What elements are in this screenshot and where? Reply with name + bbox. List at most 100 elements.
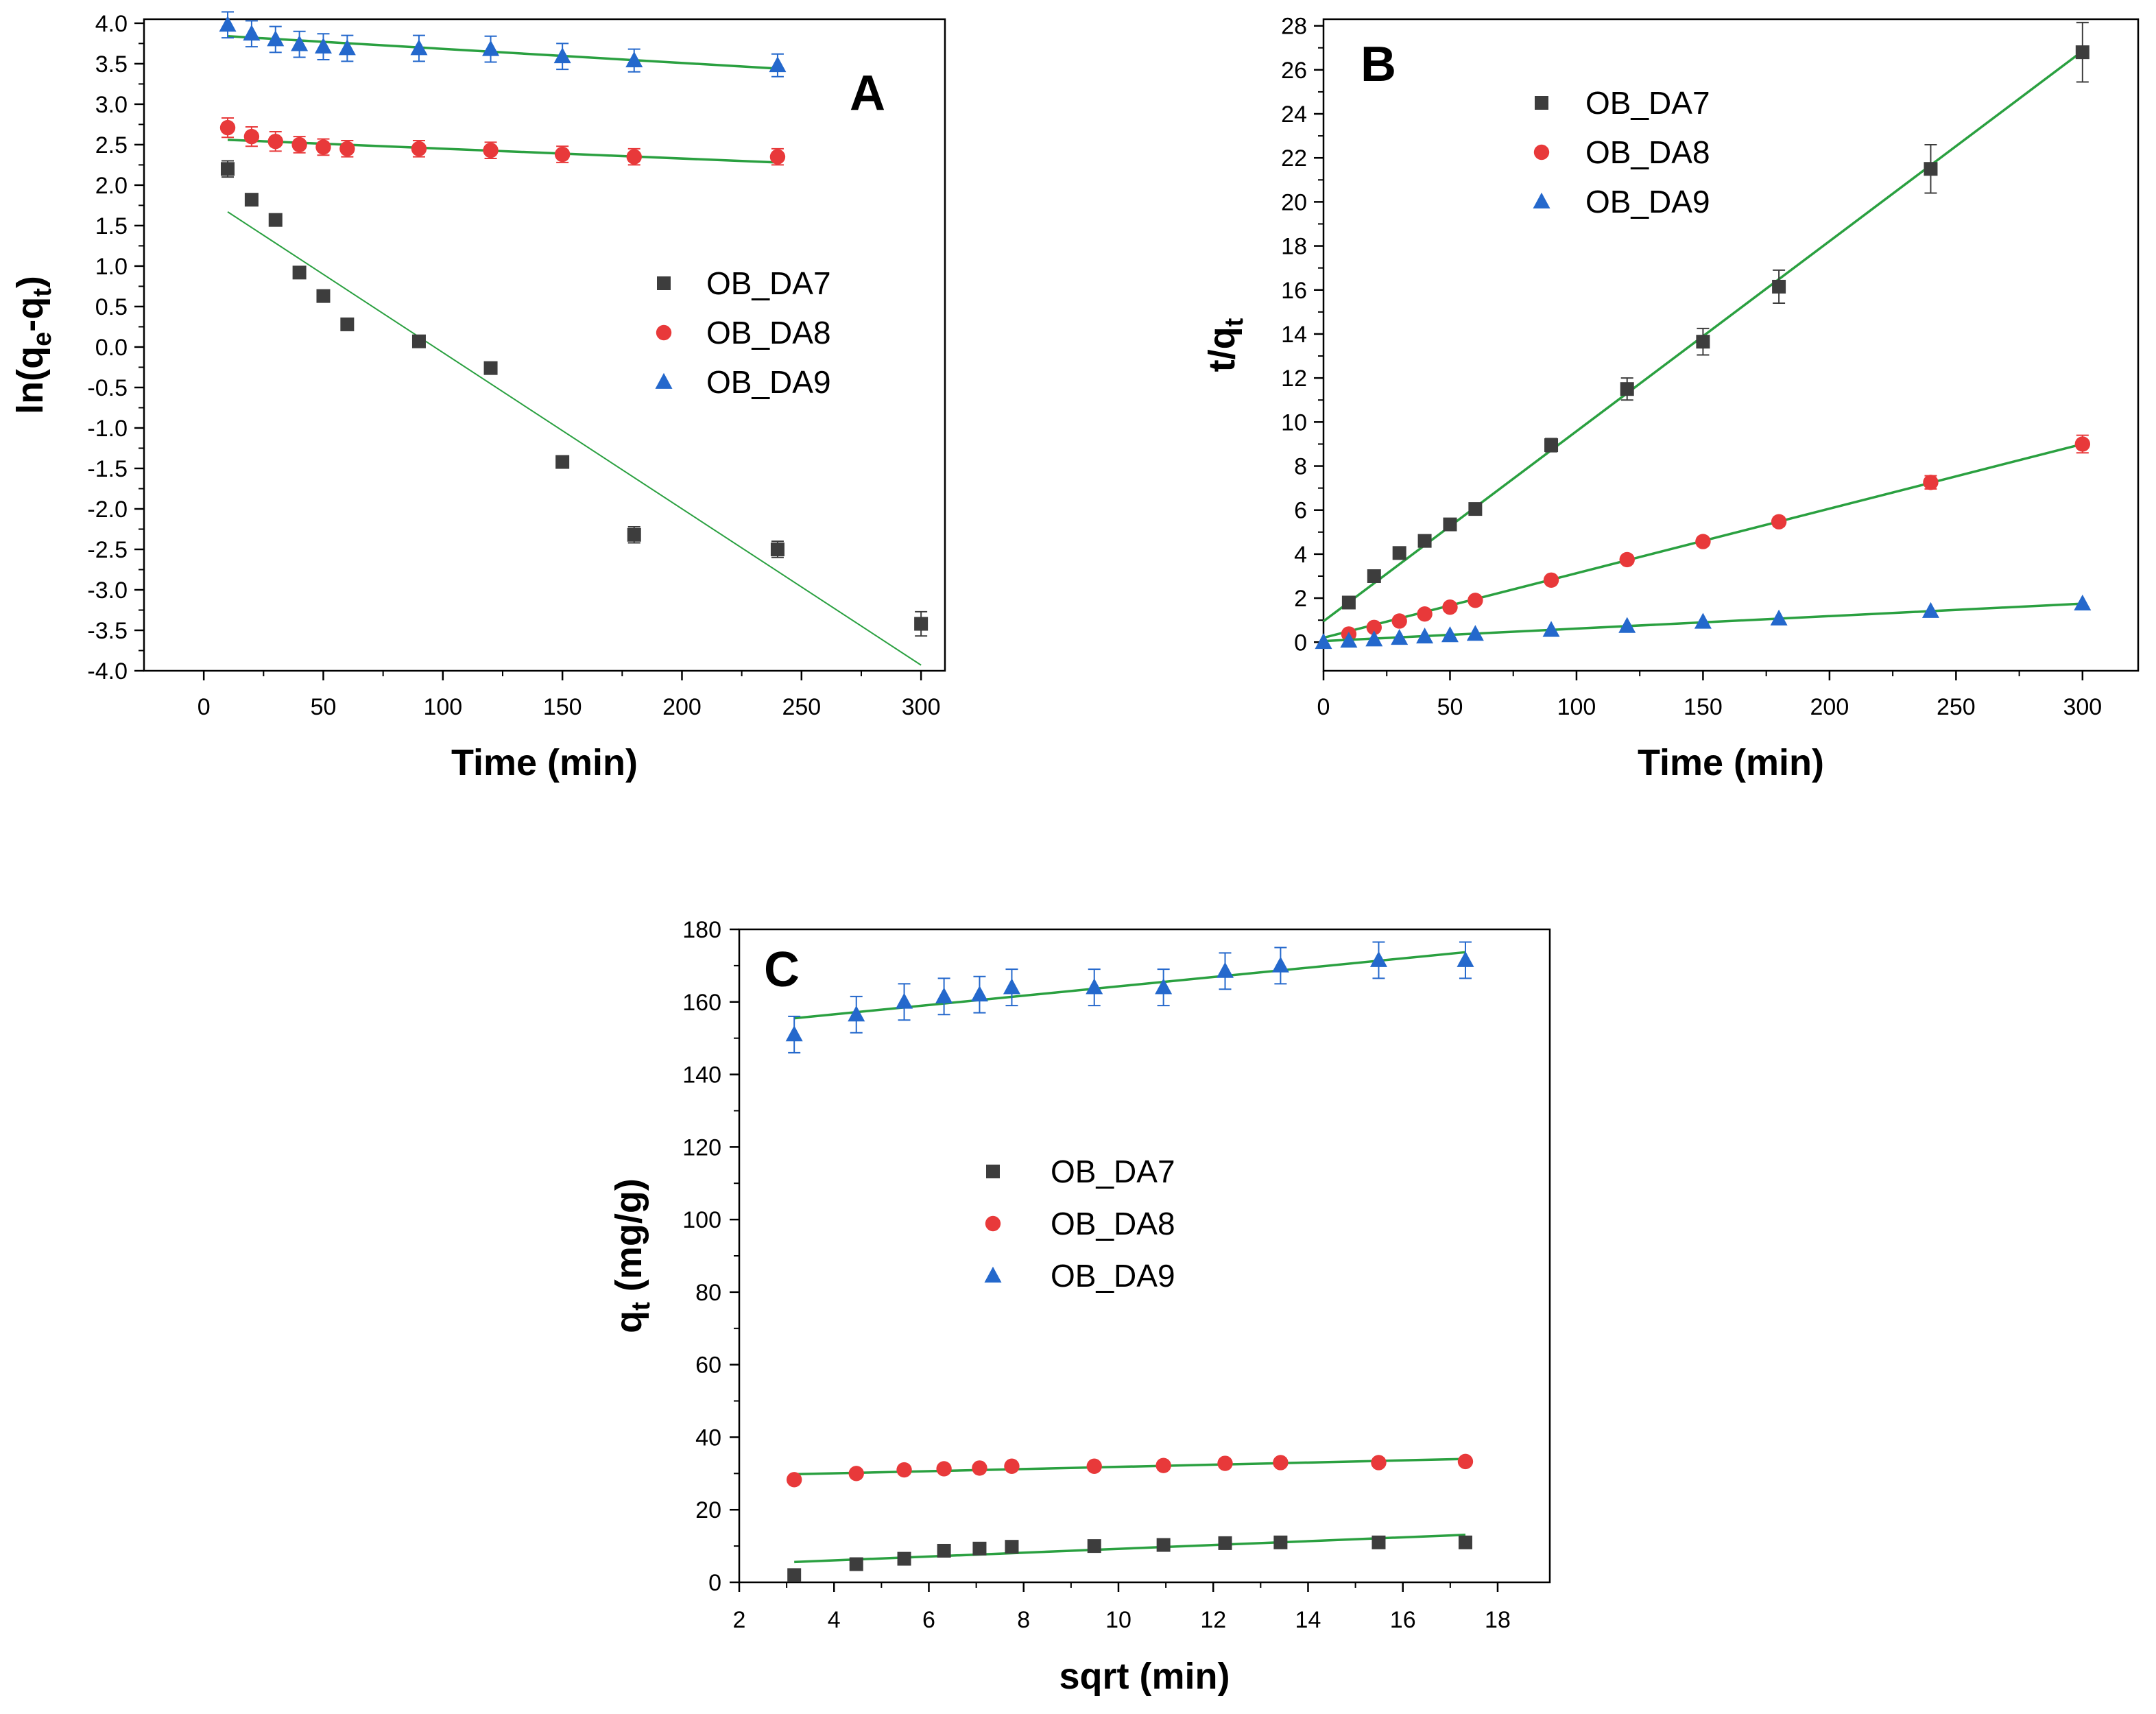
panel-b-ob-da8-legend-label: OB_DA8 (1585, 134, 1710, 170)
panel-a-ob-da9-point (243, 25, 261, 41)
panel-b-ob-da9-point (1416, 628, 1434, 644)
panel-a-ob-da9-legend-marker (655, 372, 673, 389)
panel-a-ob-da9-point (553, 47, 571, 64)
panel-b-xtick-label: 100 (1557, 694, 1596, 720)
panel-a-ob-da8-point (626, 149, 642, 165)
panel-a-ob-da9-point (267, 30, 285, 47)
panel-b-ob-da9-point (2074, 594, 2092, 611)
panel-a-ob-da9-point (769, 56, 787, 73)
panel-b-ytick-label: 22 (1281, 145, 1307, 171)
panel-b-ob-da7-point (1620, 382, 1634, 396)
panel-a-ytick-label: 4.0 (95, 11, 128, 37)
panel-a-ob-da7-point (411, 334, 426, 348)
panel-a-xtick-label: 50 (311, 694, 337, 720)
panel-c-ob-da8-legend-label: OB_DA8 (1051, 1206, 1175, 1241)
panel-c-ob-da9-point (1217, 962, 1234, 978)
panel-a-ob-da8-point (554, 146, 571, 163)
panel-c-ob-da9-point (1086, 978, 1103, 995)
panel-c-ob-da8-point (1155, 1457, 1171, 1473)
panel-b-ob-da9-point (1694, 612, 1712, 629)
panel-a-ob-da9-point (338, 39, 356, 56)
panel-a-ytick-label: 0.5 (95, 294, 128, 320)
panel-b-axes-frame (1322, 18, 2140, 672)
panel-b-ob-da8-point (1923, 475, 1939, 490)
panel-b-ob-da9-point (1542, 621, 1560, 637)
panel-a-ob-da9-point (410, 39, 428, 56)
panel-b-y-axis-title: t/qt (1201, 318, 1249, 372)
panel-a-ytick-label: -1.5 (87, 456, 128, 482)
panel-a-xtick-label: 0 (197, 694, 211, 720)
panel-b-xtick-label: 50 (1437, 694, 1463, 720)
panel-a-ob-da9-fit-line (227, 35, 778, 70)
panel-c-ytick-label: 80 (695, 1280, 721, 1306)
panel-c-ob-da8-point (1457, 1453, 1474, 1470)
panel-c-xtick-label: 18 (1485, 1607, 1511, 1633)
panel-b-ytick-label: 8 (1294, 454, 1307, 480)
panel-a-ob-da7-point (268, 213, 283, 227)
panel-b-ob-da7-point (1417, 534, 1432, 548)
panel-c-ob-da9-point (1457, 951, 1474, 967)
panel-a-ob-da7-legend-marker (657, 276, 671, 290)
panel-a-ob-da7-point (483, 361, 498, 375)
panel-c-ytick-label: 60 (695, 1353, 721, 1379)
panel-c-axes-frame (738, 928, 1551, 1584)
panel-b-letter: B (1361, 37, 1396, 92)
panel-b-ob-da7-point (1544, 438, 1559, 453)
panel-b-ob-da7-point (1341, 595, 1356, 610)
panel-b-ylabel-sub1: t (1220, 318, 1249, 326)
panel-c-ob-da9-fit-line (794, 951, 1466, 1020)
panel-b-ob-da7-point (1392, 546, 1406, 560)
panel-b-ob-da8-point (1695, 534, 1711, 549)
panel-a-ob-da8-point (291, 136, 307, 153)
panel-a-ylabel-base: ln(q (10, 346, 51, 414)
panel-b-ob-da7-point (1772, 279, 1786, 294)
panel-a-ytick-label: -4.0 (87, 658, 128, 685)
panel-c-xtick-label: 6 (922, 1607, 935, 1633)
panel-a-xtick-label: 250 (782, 694, 821, 720)
panel-b-ob-da8-point (1468, 593, 1483, 608)
panel-b-ylabel-base: t/q (1201, 326, 1243, 372)
panel-a-ylabel-sub2: t (28, 288, 57, 297)
panel-b-ytick-label: 20 (1281, 189, 1307, 215)
panel-b-ob-da8-legend-marker (1533, 144, 1550, 160)
panel-b-ytick-label: 16 (1281, 278, 1307, 304)
panel-b-ob-da7-point (2075, 45, 2089, 60)
panel-c-ytick-label: 180 (682, 917, 721, 943)
panel-b-ob-da7-point (1924, 162, 1938, 176)
panel-c-ytick-label: 100 (682, 1207, 721, 1233)
panel-a: 0 50 100 150 200 250 300 4.0 3.5 3.0 2.5 2.0 1.5 1.0 0… (10, 11, 946, 783)
panel-c-ob-da7-point (1005, 1540, 1019, 1554)
panel-a-ob-da7-fit-line (227, 211, 922, 666)
panel-c-ytick-label: 40 (695, 1425, 721, 1451)
panel-c-ob-da9-point (1155, 978, 1173, 995)
panel-b-ytick-label: 24 (1281, 102, 1307, 128)
panel-a-ob-da8-legend-label: OB_DA8 (706, 315, 831, 350)
panel-c-ob-da9-point (785, 1025, 803, 1042)
panel-a-ob-da7-legend-label: OB_DA7 (706, 265, 831, 301)
panel-b-ytick-label: 2 (1294, 586, 1307, 612)
panel-a-ob-da7-point (555, 455, 570, 469)
panel-a-ob-da9-point (625, 51, 643, 68)
panel-a-xtick-label: 150 (543, 694, 582, 720)
panel-c-ob-da7-point (787, 1568, 802, 1582)
panel-b-ob-da9-point (1340, 632, 1358, 648)
panel-b-ob-da8-point (1771, 514, 1787, 529)
panel-b-ob-da9-legend-marker (1533, 192, 1550, 209)
panel-b-ytick-label: 10 (1281, 409, 1307, 436)
panel-b-xtick-label: 300 (2063, 694, 2102, 720)
panel-a-ylabel-mid: -q (10, 297, 51, 332)
panel-c-x-axis-title: sqrt (min) (1059, 1656, 1230, 1697)
panel-a-ytick-label: 2.5 (95, 132, 128, 158)
panel-a-ytick-label: 2.0 (95, 173, 128, 199)
panel-c-ob-da9-point (896, 992, 913, 1009)
panel-a-ylabel-sub1: e (28, 332, 57, 346)
panel-c-ytick-label: 160 (682, 990, 721, 1016)
panel-c-ob-da8-point (1371, 1455, 1387, 1471)
panel-c-ob-da8-legend-marker (985, 1215, 1001, 1232)
panel-a-ytick-label: -0.5 (87, 375, 128, 401)
panel-c-ob-da7-point (1087, 1539, 1101, 1554)
panel-c-ob-da7-point (849, 1557, 863, 1571)
panel-c-ylabel-sub1: t (627, 1302, 656, 1311)
panel-b-ob-da8-point (1619, 551, 1635, 568)
panel-c-ytick-label: 120 (682, 1134, 721, 1160)
